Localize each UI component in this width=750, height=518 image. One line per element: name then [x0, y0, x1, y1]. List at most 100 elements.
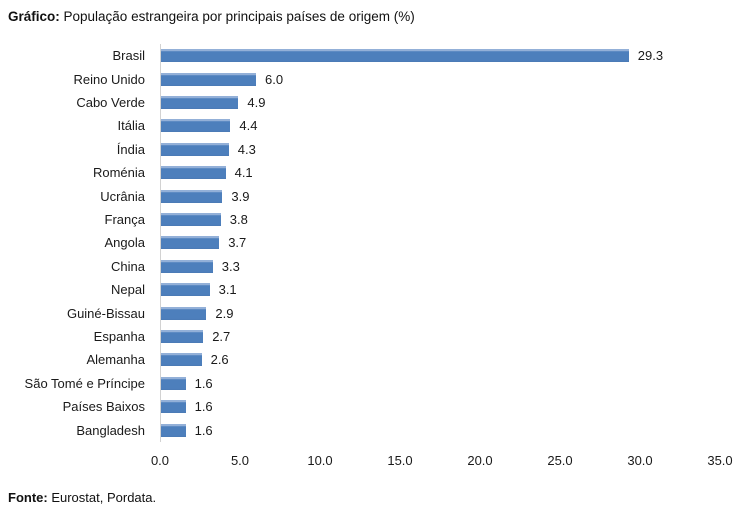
bar-rows: Brasil 29.3 Reino Unido 6.0 Cabo Verde 4.9 Itá… — [0, 44, 750, 442]
chart-row: Ucrânia 3.9 — [0, 184, 750, 207]
bar — [160, 96, 239, 110]
value-label: 2.9 — [215, 305, 234, 321]
bar — [160, 283, 210, 297]
category-label: Brasil — [112, 48, 145, 64]
bar-area: 4.1 — [160, 161, 750, 184]
bar — [160, 189, 223, 203]
category-label: Nepal — [111, 282, 145, 298]
bar-area: 1.6 — [160, 419, 750, 442]
category-label: China — [111, 258, 145, 274]
value-label: 1.6 — [194, 399, 213, 415]
x-axis-tick-label: 5.0 — [230, 453, 250, 468]
bar — [160, 236, 220, 250]
bar — [160, 72, 256, 86]
value-label: 4.3 — [237, 141, 256, 157]
bar — [160, 330, 204, 344]
chart-row: Reino Unido 6.0 — [0, 67, 750, 90]
bar — [160, 259, 213, 273]
chart-row: França 3.8 — [0, 208, 750, 231]
category-label: São Tomé e Príncipe — [24, 375, 145, 391]
category-label: Guiné-Bissau — [66, 305, 145, 321]
chart-row: Índia 4.3 — [0, 138, 750, 161]
bar — [160, 376, 186, 390]
value-label: 4.4 — [239, 118, 258, 134]
category-label: Bangladesh — [76, 422, 145, 438]
value-label: 6.0 — [265, 71, 284, 87]
bar — [160, 142, 229, 156]
bar — [160, 213, 221, 227]
x-axis-tick-label: 25.0 — [547, 453, 573, 468]
bar — [160, 49, 629, 63]
value-label: 3.3 — [221, 258, 240, 274]
bar-area: 2.7 — [160, 325, 750, 348]
value-label: 2.6 — [210, 352, 229, 368]
bar — [160, 119, 231, 133]
bar-area: 4.4 — [160, 114, 750, 137]
chart-title-prefix: Gráfico: — [8, 9, 60, 24]
value-label: 3.7 — [228, 235, 247, 251]
chart-row: Espanha 2.7 — [0, 325, 750, 348]
value-label: 4.9 — [247, 95, 266, 111]
x-axis-tick-label: 15.0 — [387, 453, 413, 468]
category-label: Espanha — [93, 329, 145, 345]
x-axis-tick-label: 35.0 — [707, 453, 733, 468]
bar — [160, 306, 207, 320]
bar-area: 2.9 — [160, 301, 750, 324]
source-note: Fonte: Eurostat, Pordata. — [8, 490, 156, 506]
chart-row: China 3.3 — [0, 255, 750, 278]
chart-title-text: População estrangeira por principais paí… — [59, 9, 415, 24]
category-label: Alemanha — [86, 352, 145, 368]
category-label: Índia — [116, 141, 145, 157]
bar-area: 3.7 — [160, 231, 750, 254]
chart-row: Guiné-Bissau 2.9 — [0, 301, 750, 324]
bar-area: 6.0 — [160, 67, 750, 90]
bar-area: 29.3 — [160, 44, 750, 67]
bar-area: 4.9 — [160, 91, 750, 114]
bar — [160, 423, 186, 437]
chart-title: Gráfico: População estrangeira por princ… — [8, 9, 415, 25]
value-label: 1.6 — [194, 422, 213, 438]
x-axis-tick-label: 30.0 — [627, 453, 653, 468]
chart-row: São Tomé e Príncipe 1.6 — [0, 372, 750, 395]
value-label: 2.7 — [212, 329, 231, 345]
category-label: Reino Unido — [73, 71, 145, 87]
chart-row: Bangladesh 1.6 — [0, 419, 750, 442]
source-text: Eurostat, Pordata. — [47, 490, 157, 505]
chart-row: Nepal 3.1 — [0, 278, 750, 301]
bar-area: 3.8 — [160, 208, 750, 231]
y-axis-line — [160, 44, 161, 442]
value-label: 1.6 — [194, 375, 213, 391]
chart-row: Alemanha 2.6 — [0, 348, 750, 371]
chart-row: Itália 4.4 — [0, 114, 750, 137]
bar-area: 4.3 — [160, 138, 750, 161]
chart-row: Roménia 4.1 — [0, 161, 750, 184]
category-label: Angola — [104, 235, 145, 251]
bar — [160, 400, 186, 414]
x-axis-ticks: 0.0 5.0 10.0 15.0 20.0 25.0 30.0 35.0 — [0, 453, 750, 469]
chart-row: Cabo Verde 4.9 — [0, 91, 750, 114]
chart-row: Angola 3.7 — [0, 231, 750, 254]
chart-row: Países Baixos 1.6 — [0, 395, 750, 418]
value-label: 29.3 — [637, 48, 664, 64]
bar-chart: Brasil 29.3 Reino Unido 6.0 Cabo Verde 4.9 Itá… — [0, 44, 750, 468]
bar-area: 3.3 — [160, 255, 750, 278]
value-label: 3.8 — [229, 212, 248, 228]
category-label: Itália — [117, 118, 145, 134]
bar — [160, 353, 202, 367]
value-label: 3.1 — [218, 282, 237, 298]
bar-area: 3.9 — [160, 184, 750, 207]
bar — [160, 166, 226, 180]
source-prefix: Fonte: — [8, 490, 48, 505]
bar-area: 1.6 — [160, 395, 750, 418]
x-axis-tick-label: 10.0 — [307, 453, 333, 468]
category-label: Ucrânia — [100, 188, 145, 204]
bar-area: 3.1 — [160, 278, 750, 301]
value-label: 3.9 — [231, 188, 250, 204]
x-axis-tick-label: 0.0 — [150, 453, 170, 468]
value-label: 4.1 — [234, 165, 253, 181]
bar-area: 2.6 — [160, 348, 750, 371]
category-label: Cabo Verde — [76, 95, 145, 111]
category-label: França — [104, 212, 145, 228]
x-axis-tick-label: 20.0 — [467, 453, 493, 468]
